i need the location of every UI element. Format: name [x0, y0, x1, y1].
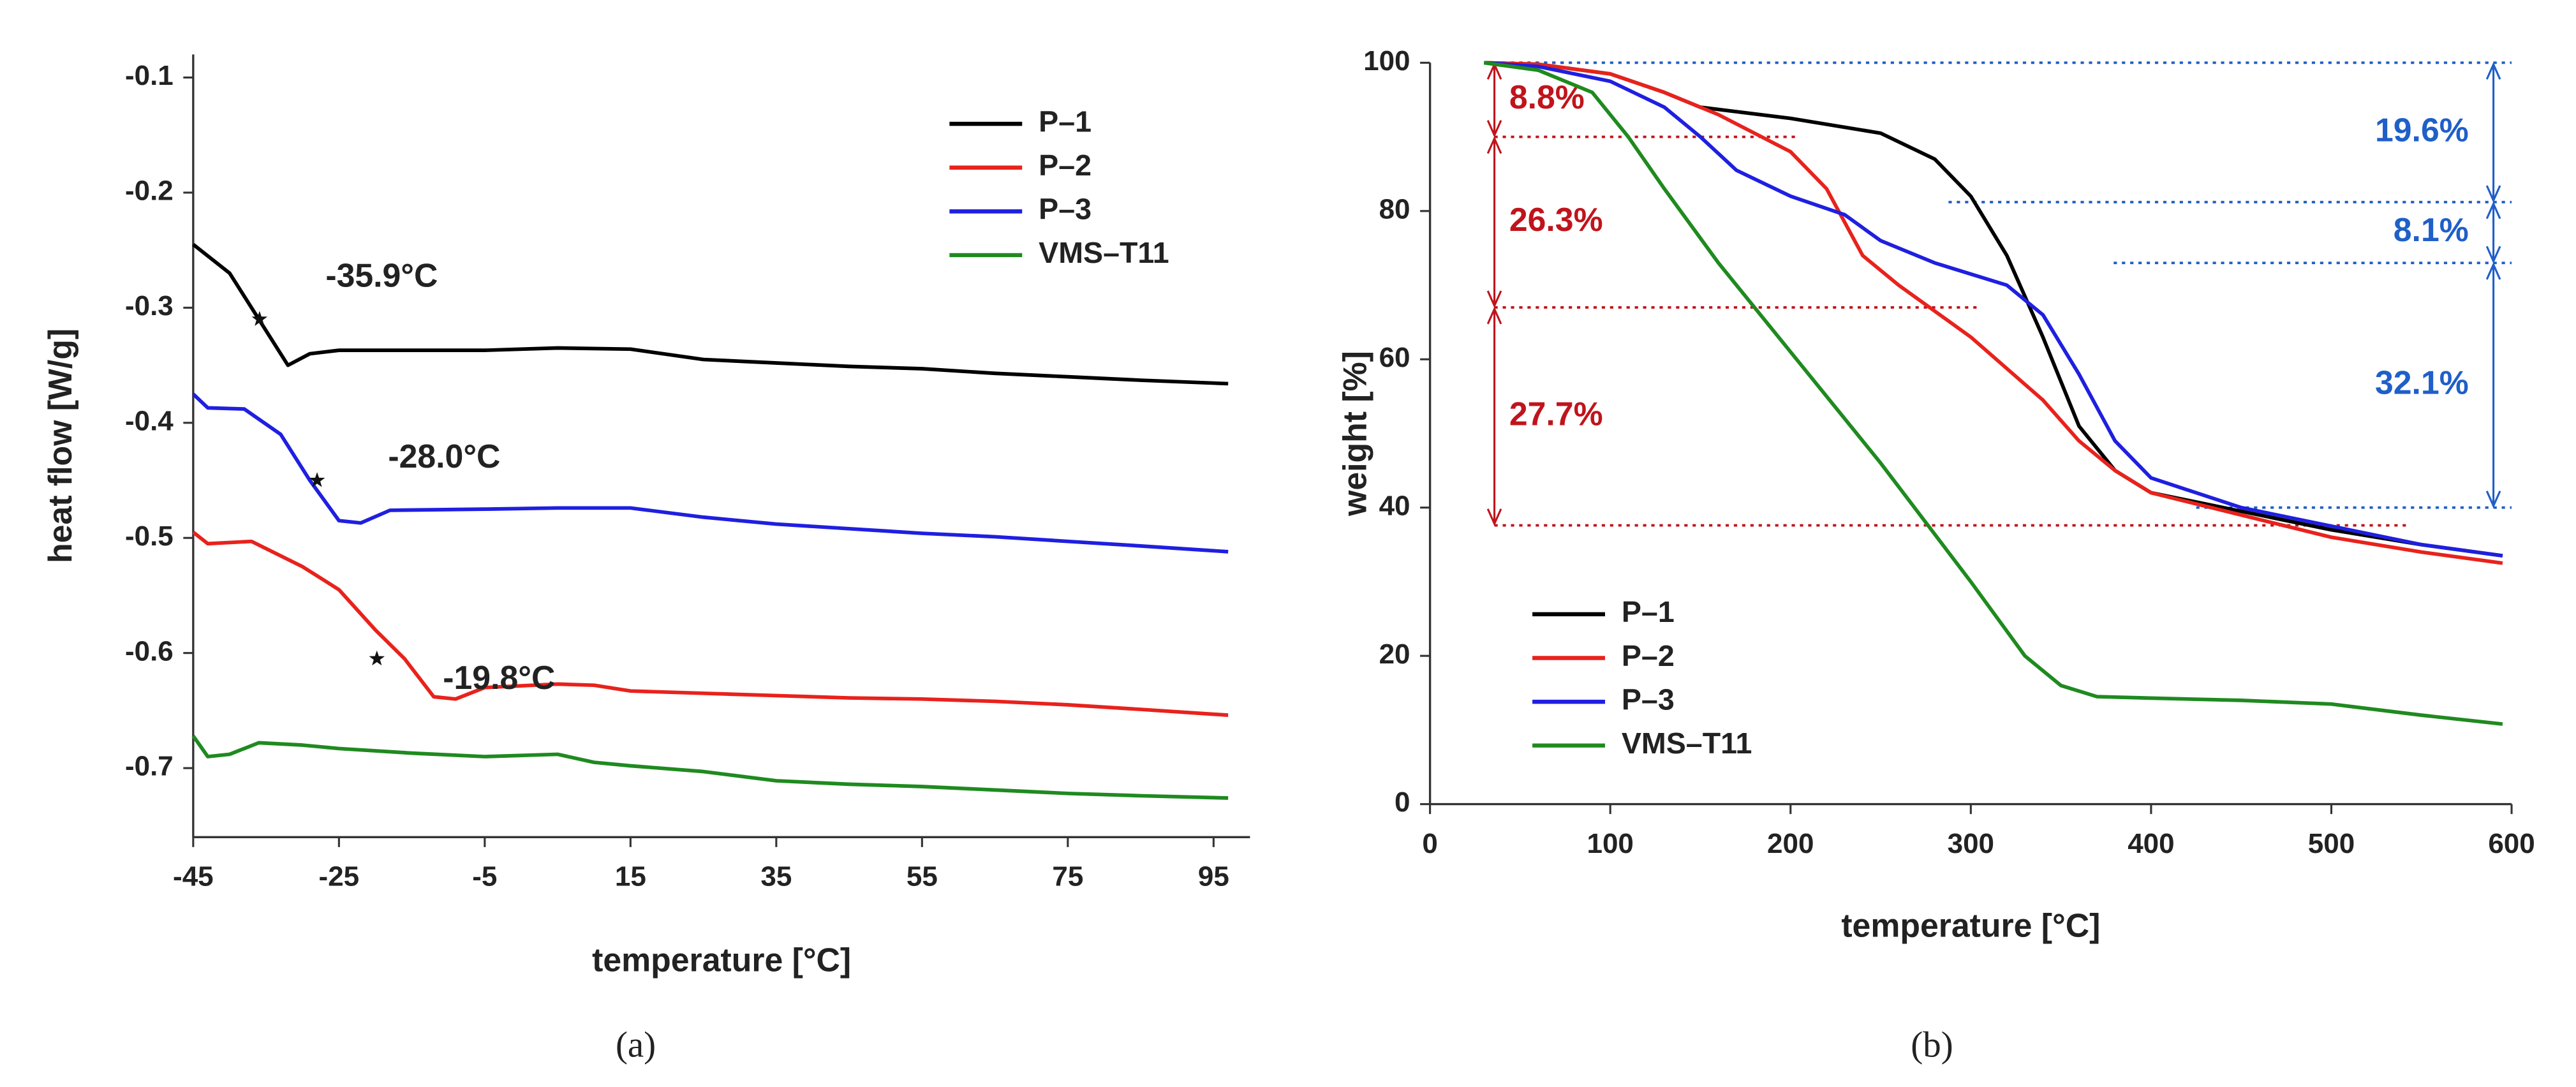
- transition-marker: [369, 650, 385, 666]
- y-tick-label: -0.1: [125, 60, 174, 91]
- x-tick-label: 0: [1422, 828, 1437, 859]
- transition-marker: [251, 311, 268, 326]
- y-tick-label: -0.4: [125, 405, 174, 436]
- series-line: [1483, 61, 2503, 726]
- annotation: -35.9°C: [325, 256, 438, 293]
- x-tick-label: 15: [615, 861, 646, 892]
- mass-loss-label: 27.7%: [1509, 395, 1603, 432]
- arrow-head: [2485, 201, 2501, 264]
- annotation: -19.8°C: [443, 659, 555, 696]
- mass-loss-label: 26.3%: [1509, 201, 1603, 238]
- y-tick-label: 0: [1395, 787, 1410, 818]
- series-line: [1484, 61, 2503, 558]
- y-tick-label: -0.5: [125, 521, 174, 552]
- y-tick-label: -0.7: [125, 751, 174, 782]
- y-tick-label: 60: [1379, 342, 1410, 373]
- x-tick-label: 55: [907, 861, 938, 892]
- y-tick-label: 100: [1363, 45, 1410, 77]
- transition-marker: [309, 472, 325, 487]
- y-axis-label: heat flow [W/g]: [41, 329, 78, 563]
- arrow-head: [1486, 306, 1502, 526]
- arrow-head: [2485, 262, 2501, 508]
- x-tick-label: 600: [2488, 828, 2535, 859]
- series-line: [1484, 61, 2503, 565]
- x-tick-label: 95: [1198, 861, 1229, 892]
- legend-label: P–3: [1622, 683, 1675, 716]
- y-tick-label: 40: [1379, 490, 1410, 521]
- series-line: [192, 242, 1229, 386]
- series-line: [192, 530, 1229, 717]
- legend-label: P–3: [1039, 193, 1092, 226]
- x-tick-label: 200: [1767, 828, 1814, 859]
- legend-label: VMS–T11: [1622, 727, 1752, 760]
- legend-label: P–1: [1622, 595, 1675, 628]
- x-tick-label: -25: [319, 861, 360, 892]
- arrow-head: [2485, 62, 2501, 203]
- mass-loss-label: 19.6%: [2375, 111, 2469, 148]
- mass-loss-label: 8.1%: [2394, 211, 2469, 248]
- legend-label: P–2: [1622, 639, 1675, 672]
- panel-label: (b): [1911, 1025, 1953, 1065]
- x-axis-label: temperature [°C]: [1841, 906, 2100, 943]
- x-axis-label: temperature [°C]: [592, 942, 851, 979]
- legend-label: P–2: [1039, 149, 1092, 182]
- legend-label: P–1: [1039, 105, 1092, 138]
- y-tick-label: 80: [1379, 193, 1410, 225]
- y-tick-label: 20: [1379, 639, 1410, 670]
- y-tick-label: -0.6: [125, 635, 174, 667]
- x-tick-label: -45: [173, 861, 214, 892]
- x-tick-label: 35: [760, 861, 792, 892]
- series-line: [191, 734, 1229, 800]
- series-line: [191, 392, 1229, 554]
- arrow-head: [1486, 136, 1502, 309]
- x-tick-label: -5: [472, 861, 497, 892]
- x-tick-label: 500: [2308, 828, 2355, 859]
- x-tick-label: 300: [1948, 828, 1994, 859]
- y-tick-label: -0.2: [125, 175, 174, 207]
- legend-label: VMS–T11: [1039, 236, 1169, 269]
- y-axis-label: weight [%]: [1336, 351, 1373, 517]
- mass-loss-label: 32.1%: [2375, 364, 2469, 401]
- annotation: -28.0°C: [388, 438, 500, 475]
- x-tick-label: 75: [1052, 861, 1083, 892]
- y-tick-label: -0.3: [125, 290, 174, 322]
- x-tick-label: 400: [2128, 828, 2174, 859]
- panel-label: (a): [616, 1025, 656, 1065]
- x-tick-label: 100: [1587, 828, 1633, 859]
